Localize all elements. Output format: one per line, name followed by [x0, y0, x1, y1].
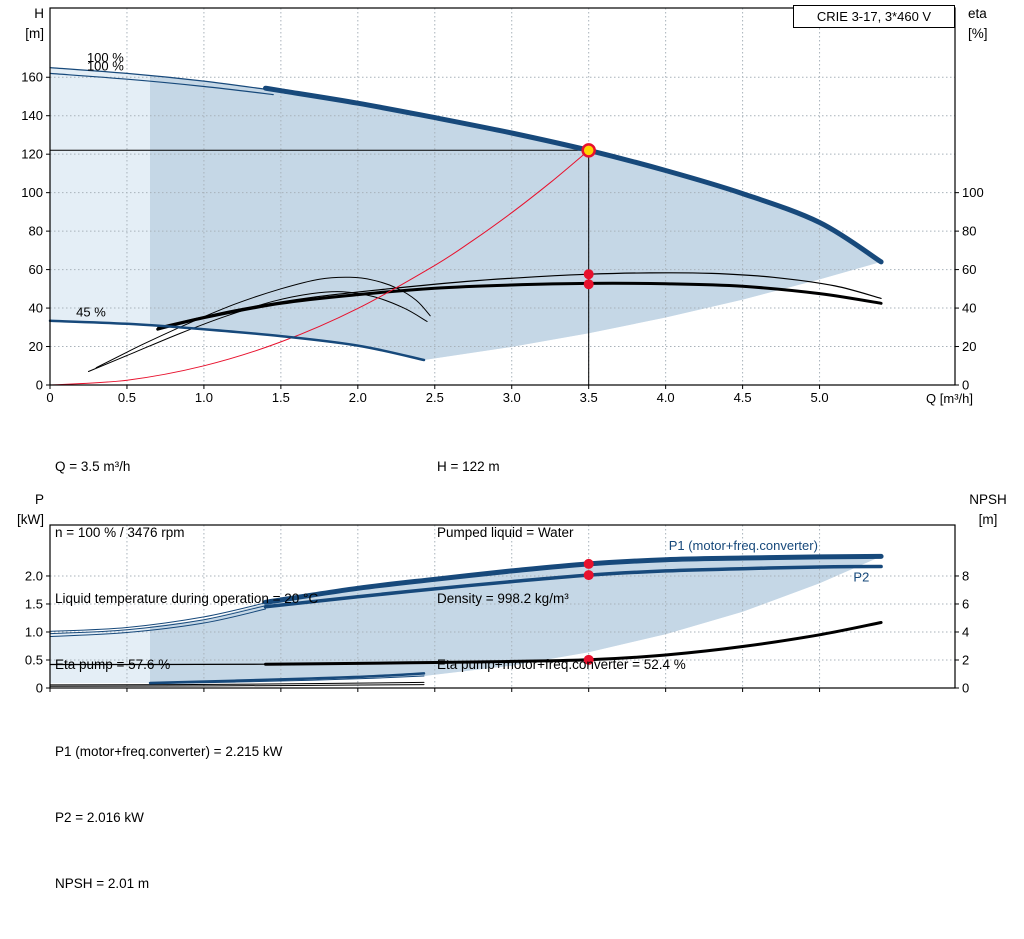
- y-tick-label: 80: [29, 224, 43, 239]
- y2-tick-label: 8: [962, 568, 969, 583]
- x-tick-label: 2.5: [426, 390, 444, 405]
- x-tick-label: 4.5: [734, 390, 752, 405]
- y-axis-title-P: P: [8, 490, 44, 510]
- y-tick-label: 1.5: [25, 596, 43, 611]
- y-tick-label: 120: [21, 147, 43, 162]
- info-p2: P2 = 2.016 kW: [55, 807, 282, 829]
- y2-tick-label: 20: [962, 339, 976, 354]
- info-head: H = 122 m: [437, 456, 686, 478]
- y2-tick-label: 40: [962, 301, 976, 316]
- curve-label: P2: [853, 570, 869, 585]
- x-axis-label: Q [m³/h]: [926, 391, 973, 406]
- x-tick-label: 5.0: [811, 390, 829, 405]
- y-tick-label: 40: [29, 301, 43, 316]
- y-axis-title-npsh: NPSH [m]: [960, 490, 1016, 530]
- y-axis-unit-m: [m]: [8, 24, 44, 44]
- y-axis-title-eta: eta [%]: [968, 4, 1020, 44]
- y-axis-title-H: H: [8, 4, 44, 24]
- y2-tick-label: 60: [962, 262, 976, 277]
- pump-model-box: CRIE 3-17, 3*460 V: [793, 5, 955, 28]
- curve-label: P1 (motor+freq.converter): [669, 538, 818, 553]
- info-density: Density = 998.2 kg/m³: [437, 588, 686, 610]
- x-tick-label: 1.5: [272, 390, 290, 405]
- y2-tick-label: 6: [962, 596, 969, 611]
- operating-envelope-main: [150, 76, 881, 361]
- x-tick-label: 0.5: [118, 390, 136, 405]
- y2-tick-label: 80: [962, 224, 976, 239]
- y-axis-title-eta-text: eta: [968, 4, 1020, 24]
- power-info: P1 (motor+freq.converter) = 2.215 kW P2 …: [55, 697, 282, 939]
- y2-tick-label: 4: [962, 624, 969, 639]
- duty-info-right: H = 122 m Pumped liquid = Water Density …: [437, 412, 686, 720]
- y-axis-title-power: P [kW]: [8, 490, 44, 530]
- x-tick-label: 4.0: [657, 390, 675, 405]
- info-npsh: NPSH = 2.01 m: [55, 873, 282, 895]
- eta-pump-point: [584, 269, 594, 279]
- pump-model-label: CRIE 3-17, 3*460 V: [817, 9, 931, 24]
- y-tick-label: 20: [29, 339, 43, 354]
- y-tick-label: 0: [36, 681, 43, 696]
- info-pumped-liquid: Pumped liquid = Water: [437, 522, 686, 544]
- y-tick-label: 160: [21, 70, 43, 85]
- y-axis-title-head: H [m]: [8, 4, 44, 44]
- y-axis-unit-m2: [m]: [960, 510, 1016, 530]
- info-flow: Q = 3.5 m³/h: [55, 456, 318, 478]
- y-tick-label: 1.0: [25, 624, 43, 639]
- x-tick-label: 2.0: [349, 390, 367, 405]
- info-eta-total: Eta pump+motor+freq.converter = 52.4 %: [437, 654, 686, 676]
- info-liquid-temp: Liquid temperature during operation = 20…: [55, 588, 318, 610]
- x-tick-label: 0: [46, 390, 53, 405]
- info-speed: n = 100 % / 3476 rpm: [55, 522, 318, 544]
- eta-total-point: [584, 279, 594, 289]
- y2-tick-label: 2: [962, 652, 969, 667]
- y-axis-unit-kw: [kW]: [8, 510, 44, 530]
- x-tick-label: 1.0: [195, 390, 213, 405]
- y-axis-unit-pct: [%]: [968, 24, 1020, 44]
- info-eta-pump: Eta pump = 57.6 %: [55, 654, 318, 676]
- y-tick-label: 0.5: [25, 652, 43, 667]
- y-tick-label: 100: [21, 185, 43, 200]
- x-tick-label: 3.0: [503, 390, 521, 405]
- y2-tick-label: 0: [962, 681, 969, 696]
- y-tick-label: 140: [21, 108, 43, 123]
- duty-point[interactable]: [583, 144, 595, 156]
- y-tick-label: 60: [29, 262, 43, 277]
- duty-info-left: Q = 3.5 m³/h n = 100 % / 3476 rpm Liquid…: [55, 412, 318, 720]
- y-tick-label: 2.0: [25, 568, 43, 583]
- curve-label: 45 %: [76, 305, 106, 320]
- curve-label: 100 %: [87, 59, 124, 74]
- info-p1: P1 (motor+freq.converter) = 2.215 kW: [55, 741, 282, 763]
- y-tick-label: 0: [36, 378, 43, 393]
- y-axis-title-npsh-text: NPSH: [960, 490, 1016, 510]
- y2-tick-label: 100: [962, 185, 984, 200]
- x-tick-label: 3.5: [580, 390, 598, 405]
